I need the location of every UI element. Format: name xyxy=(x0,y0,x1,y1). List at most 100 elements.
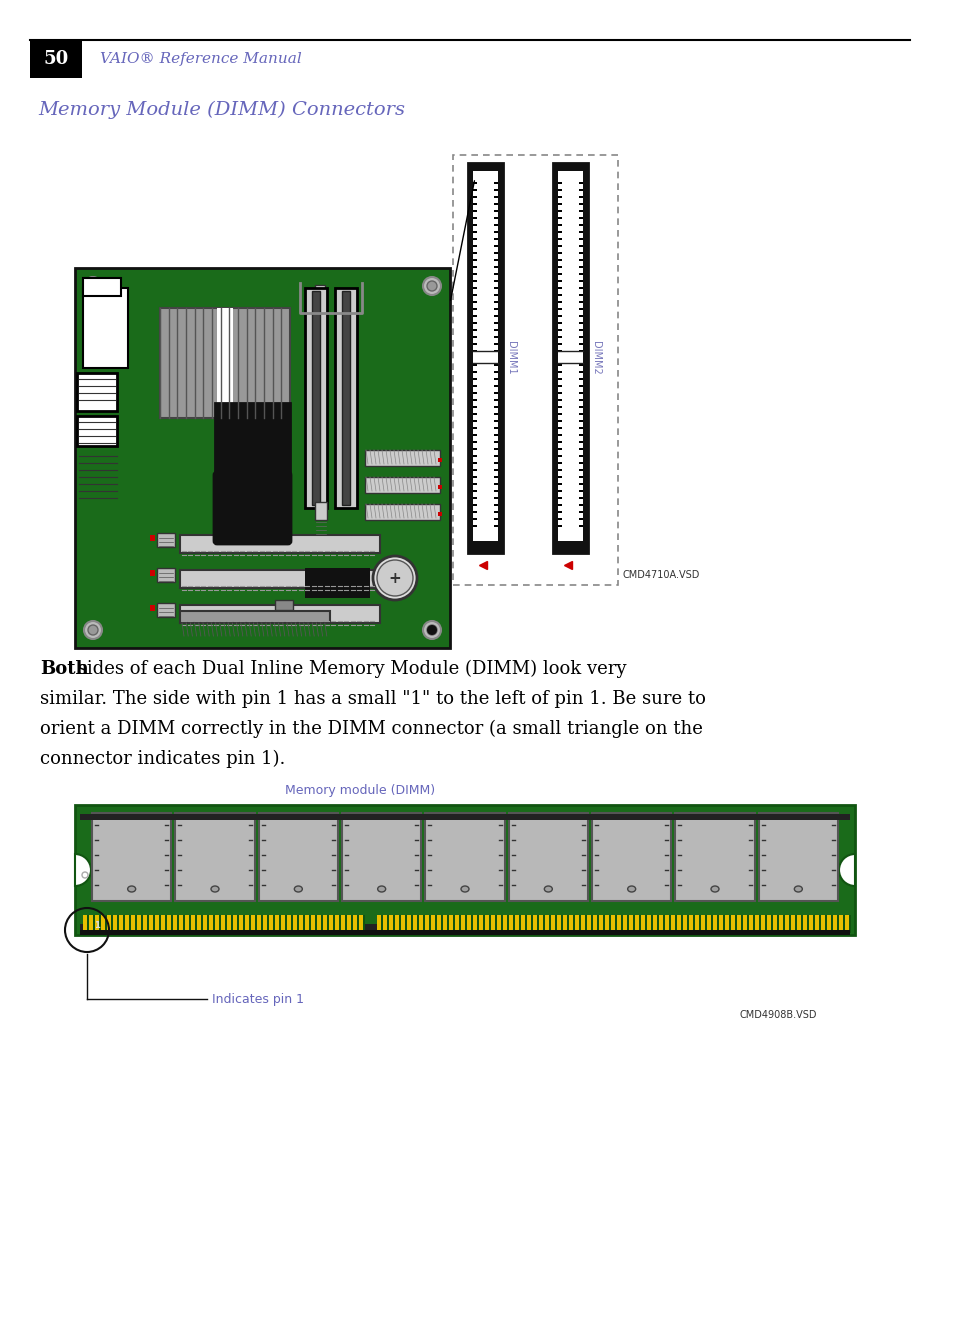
Bar xyxy=(558,293,561,296)
Bar xyxy=(351,915,353,933)
Bar xyxy=(494,244,497,247)
Bar xyxy=(129,915,131,933)
Bar xyxy=(821,915,824,933)
Bar xyxy=(291,915,293,933)
Bar xyxy=(105,915,107,933)
Bar xyxy=(580,915,584,933)
Bar xyxy=(578,217,582,218)
Bar xyxy=(494,322,497,324)
Bar xyxy=(231,915,233,933)
Bar xyxy=(728,915,730,933)
Bar xyxy=(578,343,582,344)
Bar xyxy=(473,280,476,281)
Bar xyxy=(578,196,582,198)
Bar xyxy=(830,915,832,933)
Bar xyxy=(842,915,844,933)
Bar xyxy=(558,202,561,205)
Bar xyxy=(602,915,604,933)
Bar xyxy=(558,343,561,344)
Bar xyxy=(558,287,561,289)
Bar xyxy=(473,265,476,268)
Bar xyxy=(558,315,561,318)
Bar xyxy=(578,378,582,381)
Ellipse shape xyxy=(460,886,469,892)
Bar xyxy=(125,915,129,933)
Bar xyxy=(722,915,724,933)
Bar xyxy=(473,230,476,233)
Text: sides of each Dual Inline Memory Module (DIMM) look very: sides of each Dual Inline Memory Module … xyxy=(71,661,626,678)
Bar xyxy=(494,504,497,507)
Bar xyxy=(608,915,610,933)
Bar xyxy=(558,448,561,450)
Bar xyxy=(746,915,748,933)
Bar xyxy=(578,202,582,205)
Bar xyxy=(363,915,365,933)
Bar xyxy=(473,328,476,331)
Bar xyxy=(558,504,561,507)
Bar xyxy=(473,504,476,507)
Bar xyxy=(157,603,174,616)
Bar xyxy=(305,568,370,598)
Bar xyxy=(473,426,476,429)
Bar xyxy=(468,163,502,553)
Bar xyxy=(150,570,154,576)
Bar xyxy=(633,915,635,933)
Text: Memory module (DIMM): Memory module (DIMM) xyxy=(285,784,435,796)
Bar xyxy=(298,915,303,933)
Bar xyxy=(263,915,267,933)
Bar xyxy=(249,915,251,933)
Bar xyxy=(657,915,659,933)
Ellipse shape xyxy=(211,886,219,892)
Bar xyxy=(494,413,497,415)
Bar xyxy=(393,915,395,933)
Bar xyxy=(558,350,561,352)
Bar xyxy=(473,454,476,457)
Bar xyxy=(719,915,722,933)
Bar xyxy=(593,915,597,933)
Bar xyxy=(622,915,626,933)
Bar xyxy=(717,915,719,933)
Bar xyxy=(494,217,497,218)
Bar xyxy=(558,217,561,218)
Bar xyxy=(578,517,582,520)
Circle shape xyxy=(373,556,416,600)
Bar xyxy=(449,915,453,933)
Bar xyxy=(710,915,712,933)
Bar xyxy=(382,915,387,933)
Bar xyxy=(256,915,261,933)
Bar xyxy=(473,259,476,261)
Bar xyxy=(258,813,337,900)
Bar xyxy=(473,363,476,366)
Bar xyxy=(278,915,281,933)
Bar xyxy=(558,398,561,401)
Bar xyxy=(494,370,497,373)
Bar xyxy=(494,363,497,366)
Bar xyxy=(473,293,476,296)
Bar xyxy=(167,915,171,933)
Bar xyxy=(112,915,117,933)
Bar xyxy=(533,915,537,933)
Bar xyxy=(544,915,548,933)
Bar xyxy=(333,915,335,933)
Bar xyxy=(398,915,400,933)
Bar xyxy=(796,915,801,933)
Circle shape xyxy=(427,624,436,635)
Bar xyxy=(296,915,298,933)
Bar xyxy=(424,915,429,933)
Bar xyxy=(468,163,473,553)
Bar xyxy=(558,426,561,429)
Bar xyxy=(558,476,561,478)
Bar xyxy=(578,511,582,513)
Bar xyxy=(425,813,504,900)
Bar xyxy=(578,181,582,184)
Bar xyxy=(269,915,273,933)
Bar xyxy=(464,915,467,933)
Bar xyxy=(494,300,497,303)
Bar xyxy=(578,434,582,436)
Bar xyxy=(639,915,640,933)
Bar xyxy=(327,915,329,933)
Bar xyxy=(473,434,476,436)
Bar xyxy=(578,328,582,331)
Circle shape xyxy=(84,277,102,295)
Bar xyxy=(573,915,575,933)
